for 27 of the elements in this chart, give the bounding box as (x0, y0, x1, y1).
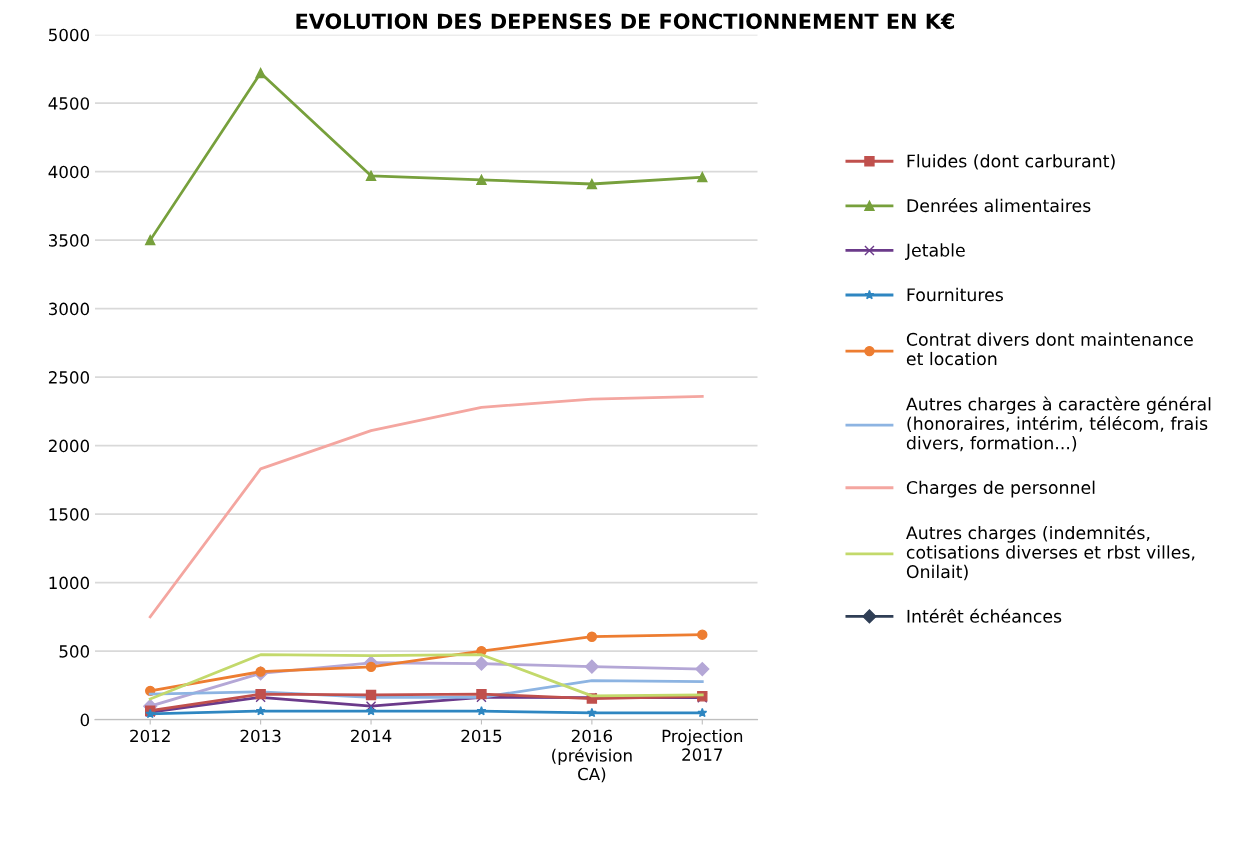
x-tick-label: 2014 (351, 729, 392, 743)
legend-label: Autres charges (indemnités, cotisations diverses et rbst villes, Onilait) (906, 525, 1195, 581)
legend-label: Contrat divers dont maintenance et location (906, 332, 1193, 366)
y-tick-label: 0 (80, 713, 90, 727)
x-tick-label: 2012 (130, 729, 170, 743)
y-tick-label: 3500 (48, 234, 90, 247)
y-tick-label: 2000 (48, 439, 90, 453)
y-tick-label: 4000 (48, 165, 90, 179)
x-tick-label: Projection 2017 (662, 729, 743, 761)
legend-label: Charges de personnel (906, 480, 1095, 498)
legend-label: Jetable (905, 243, 965, 260)
x-tick-label: 2015 (461, 729, 502, 743)
legend-label: Intérêt échéances (907, 608, 1062, 623)
y-tick-label: 1500 (49, 508, 90, 521)
y-tick-label: 1000 (49, 576, 90, 590)
y-tick-label: 2500 (48, 371, 90, 384)
legend-label: Fournitures (907, 287, 1003, 302)
y-tick-label: 500 (59, 645, 90, 658)
chart-title: EVOLUTION DES DEPENSES DE FONCTIONNEMENT EN K€ (296, 13, 955, 30)
y-tick-label: 3000 (48, 302, 90, 316)
legend-label: Denrées alimentaires (907, 198, 1091, 213)
y-tick-label: 4500 (48, 97, 90, 110)
legend-label: Fluides (dont carburant) (907, 154, 1115, 170)
legend-label: Autres charges à caractère général (honoraires, intérim, télécom, frais divers, formation...) (906, 396, 1211, 452)
y-tick-label: 5000 (49, 28, 90, 42)
x-tick-label: 2016 (prévision CA) (552, 729, 632, 783)
x-tick-label: 2013 (240, 729, 281, 743)
